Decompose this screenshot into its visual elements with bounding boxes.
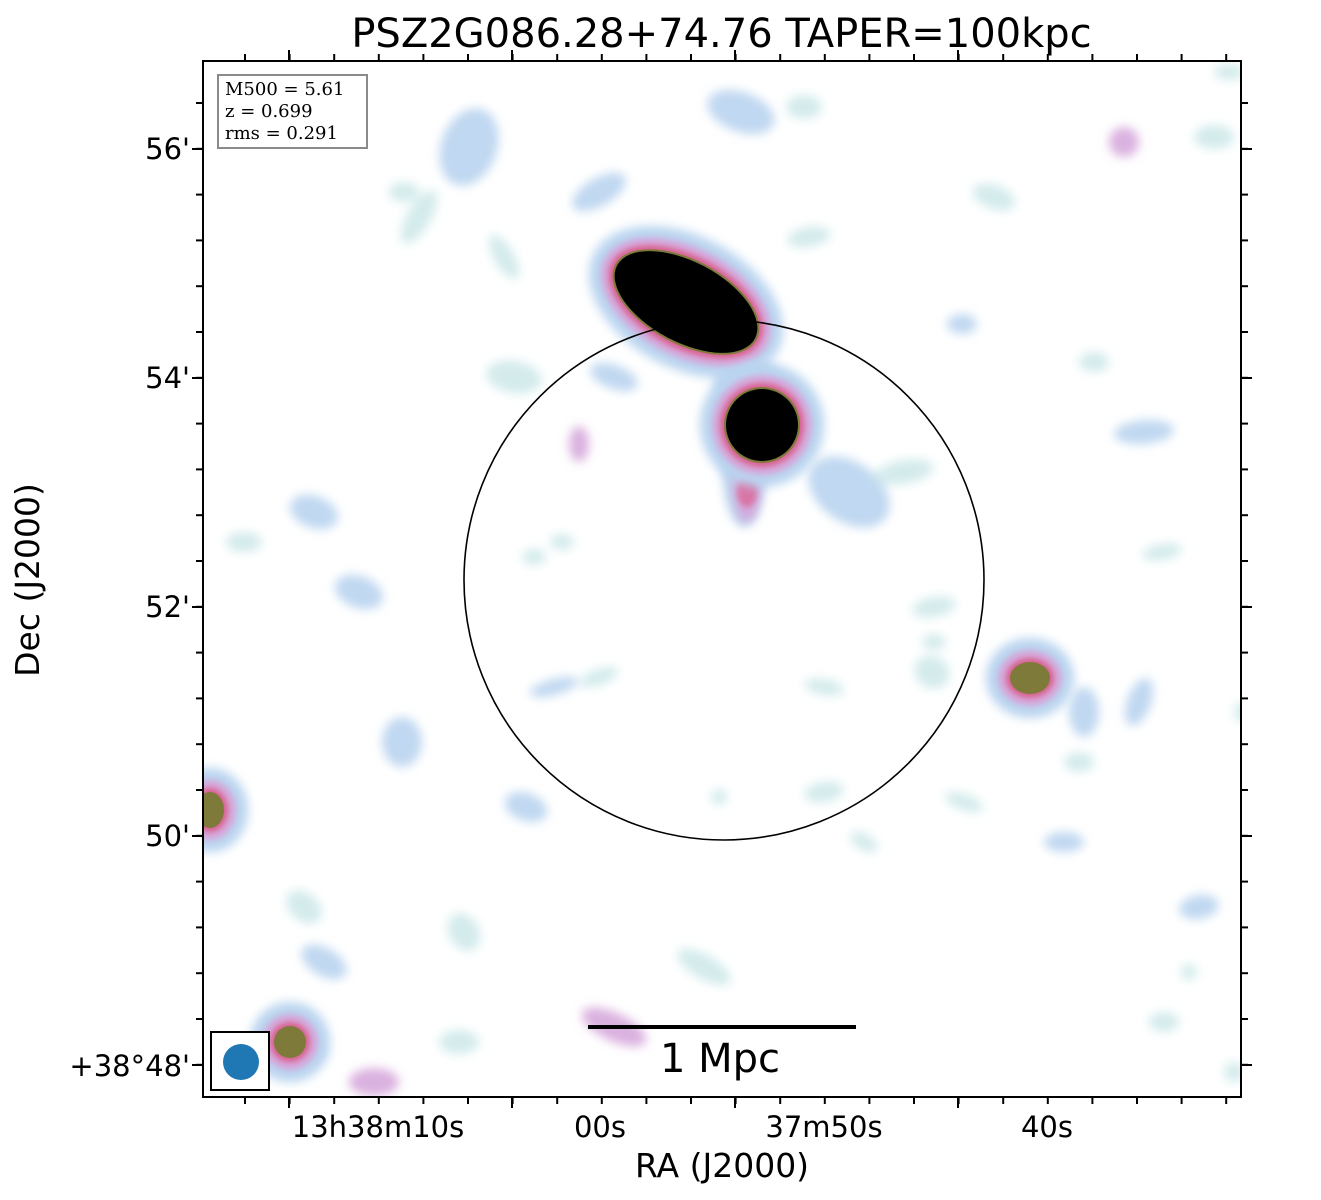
emission-blob	[447, 913, 481, 951]
point-source-west-edge	[204, 768, 248, 852]
emission-blob	[400, 190, 438, 244]
emission-blob	[550, 534, 574, 550]
emission-blob	[389, 182, 419, 202]
emission-blob	[580, 666, 618, 688]
emission-blob	[590, 362, 638, 392]
emission-blob	[529, 676, 579, 698]
emission-blob	[504, 791, 548, 823]
emission-blob	[382, 717, 422, 767]
emission-blob	[804, 781, 844, 803]
point-source-southwest	[250, 1002, 330, 1082]
point-source-east	[986, 638, 1074, 718]
emission-blob	[1234, 702, 1240, 722]
emission-blob	[945, 791, 983, 813]
emission-blob	[1109, 127, 1139, 157]
emission-blob	[707, 89, 775, 135]
emission-blob	[286, 890, 322, 924]
emission-blob	[786, 95, 822, 119]
y-axis-label: Dec (J2000)	[8, 483, 47, 677]
emission-blob	[972, 183, 1016, 211]
emission-blob	[522, 549, 546, 565]
emission-blob	[572, 172, 626, 212]
bright-source-compact	[700, 363, 824, 487]
emission-blob	[226, 532, 262, 552]
emission-blob	[439, 108, 499, 186]
beam-box	[210, 1031, 270, 1091]
plot-title: PSZ2G086.28+74.76 TAPER=100kpc	[351, 11, 1092, 57]
emission-blob	[850, 831, 878, 853]
y-tick-label: 56'	[145, 132, 190, 166]
emission-blob	[947, 314, 977, 334]
emission-blob	[1142, 543, 1182, 561]
emission-blob	[1224, 1062, 1240, 1082]
emission-blob	[914, 655, 950, 689]
x-tick-label: 37m50s	[765, 1110, 883, 1144]
emission-blob	[874, 459, 934, 485]
y-tick-label: 54'	[145, 361, 190, 395]
scalebar-label: 1 Mpc	[659, 1036, 781, 1082]
emission-blob	[1181, 964, 1197, 980]
y-tick-label: +38°48'	[69, 1049, 190, 1083]
radio-image-panel	[202, 60, 1242, 1098]
emission-blob	[711, 789, 727, 805]
info-box: M500 = 5.61 z = 0.699 rms = 0.291	[217, 74, 368, 149]
x-tick-label: 13h38m10s	[291, 1110, 465, 1144]
emission-blob	[334, 574, 384, 610]
emission-blob	[1064, 752, 1094, 772]
emission-blob	[486, 360, 542, 394]
emission-blob	[1194, 125, 1234, 149]
bright-source-elongated	[589, 225, 783, 379]
emission-blob	[301, 944, 347, 980]
y-tick-label: 52'	[145, 590, 190, 624]
scalebar-line	[588, 1025, 856, 1029]
emission-blob	[488, 234, 520, 280]
emission-blob	[569, 426, 589, 462]
x-tick-label: 00s	[573, 1110, 626, 1144]
x-axis-label: RA (J2000)	[634, 1146, 810, 1185]
emission-blob	[922, 634, 946, 650]
x-tick-label: 40s	[1020, 1110, 1073, 1144]
redshift-text: z = 0.699	[225, 101, 313, 122]
emission-blob	[1114, 419, 1174, 445]
emission-blob	[1179, 894, 1219, 920]
m500-text: M500 = 5.61	[225, 79, 345, 100]
emission-blob	[349, 1068, 399, 1096]
emission-blob	[804, 678, 844, 696]
emission-blob	[1124, 678, 1154, 726]
r500-circle	[463, 319, 985, 841]
rms-text: rms = 0.291	[225, 123, 338, 144]
emission-blob	[787, 226, 831, 248]
y-tick-label: 50'	[145, 819, 190, 853]
beam-icon	[223, 1044, 259, 1080]
emission-blob	[677, 948, 731, 986]
emission-blob	[1214, 64, 1240, 80]
emission-blob	[808, 456, 890, 528]
emission-blob	[1069, 687, 1099, 737]
radio-map	[204, 64, 1240, 1096]
emission-blob	[1149, 1012, 1179, 1032]
emission-blob	[289, 494, 339, 530]
emission-blob	[1079, 352, 1109, 372]
emission-blob	[439, 1030, 479, 1054]
emission-blob	[912, 596, 956, 618]
emission-blob	[1044, 832, 1084, 852]
